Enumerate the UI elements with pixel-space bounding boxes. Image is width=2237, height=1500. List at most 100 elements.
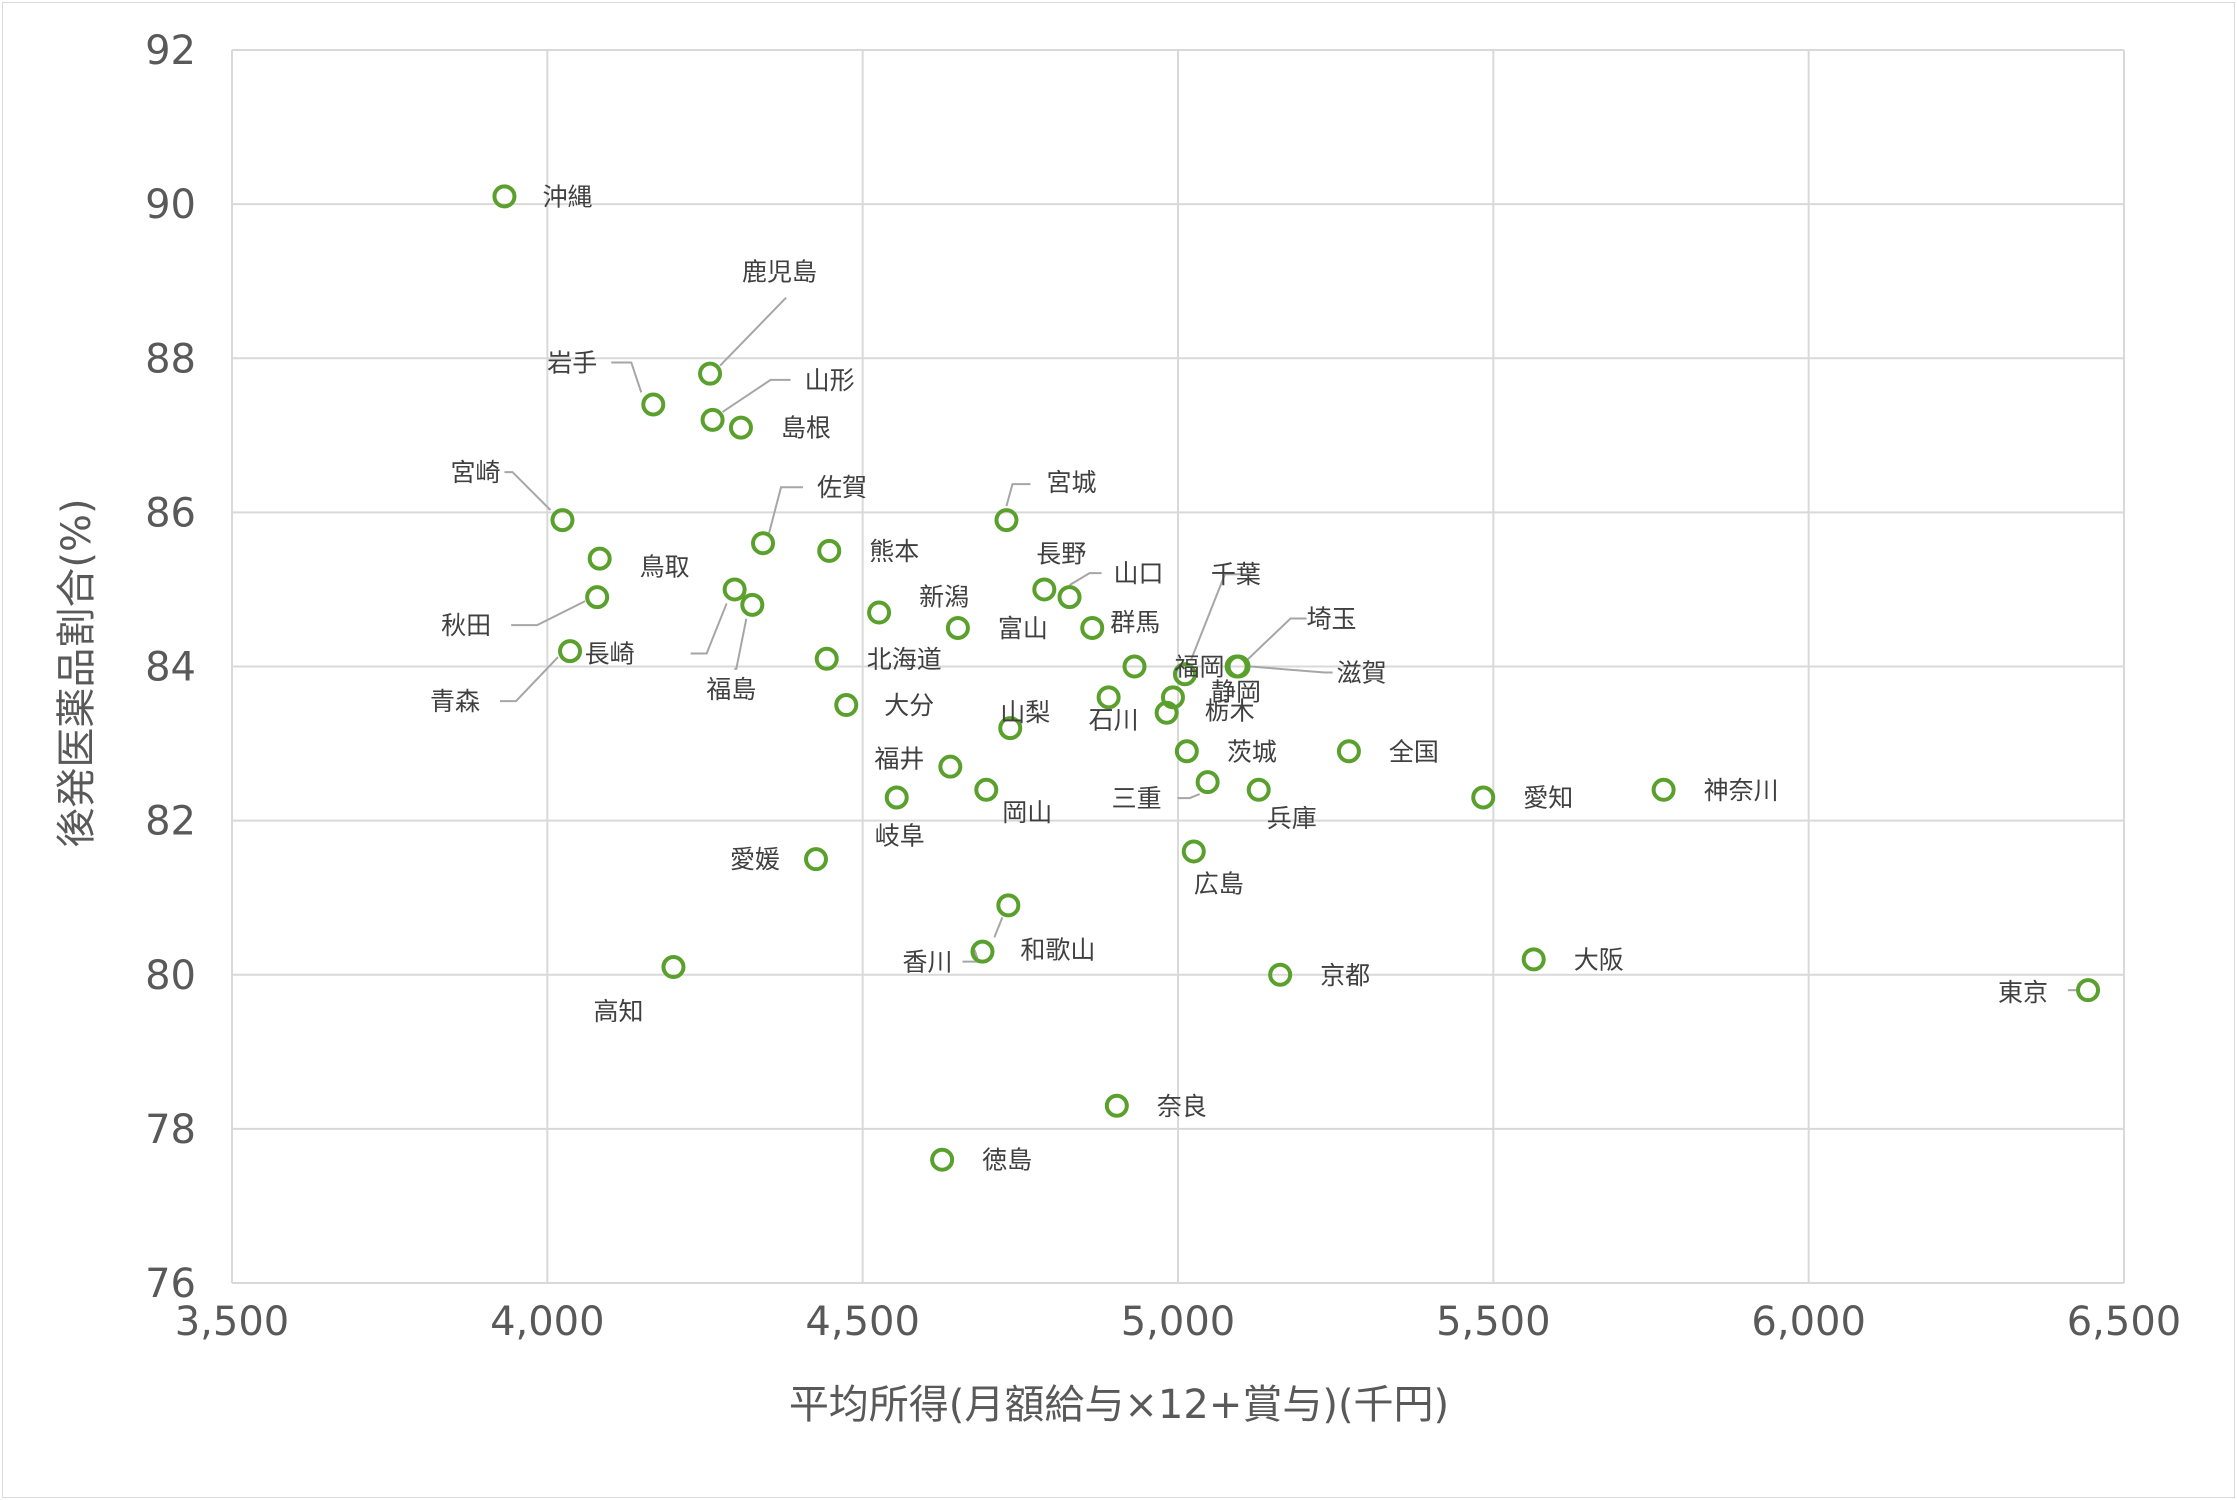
data-label: 岩手 <box>547 348 597 377</box>
leader-line <box>1190 573 1251 661</box>
data-label: 宮城 <box>1046 468 1096 497</box>
leader-line <box>1245 617 1307 662</box>
leader-line <box>768 486 804 534</box>
label-leader-lines <box>500 296 2079 992</box>
x-tick-label: 6,500 <box>2067 1299 2182 1345</box>
leader-line <box>1069 572 1102 587</box>
data-label: 奈良 <box>1157 1092 1207 1121</box>
data-label: 山口 <box>1114 559 1164 588</box>
data-point <box>550 508 575 533</box>
data-point <box>492 184 517 209</box>
data-point <box>1154 700 1179 725</box>
leader-line <box>611 361 643 393</box>
data-point <box>1080 615 1105 640</box>
data-point <box>558 639 583 664</box>
y-tick-label: 76 <box>145 1261 196 1307</box>
data-label: 北海道 <box>867 645 942 674</box>
data-point <box>994 508 1019 533</box>
data-point <box>814 646 839 671</box>
data-point <box>834 693 859 718</box>
data-label: 福岡 <box>1174 653 1224 682</box>
data-point <box>1224 654 1249 679</box>
leader-line <box>734 618 748 670</box>
data-label: 岡山 <box>1002 798 1052 827</box>
data-label: 長崎 <box>585 639 635 668</box>
data-point <box>722 577 747 602</box>
data-point <box>1057 585 1082 610</box>
data-point <box>1032 577 1057 602</box>
data-point <box>585 585 610 610</box>
data-label: 徳島 <box>982 1146 1032 1175</box>
data-label: 高知 <box>593 997 643 1026</box>
axis-ticks: 3,500 4,000 4,500 5,000 5,500 6,000 6,500 76 78 8… <box>145 28 2181 1345</box>
y-tick-label: 78 <box>145 1107 196 1153</box>
y-tick-label: 80 <box>145 953 196 999</box>
data-label: 京都 <box>1320 961 1370 990</box>
data-label: 鹿児島 <box>742 258 817 287</box>
data-point <box>998 716 1023 741</box>
data-label: 青森 <box>430 687 480 716</box>
leader-line <box>500 656 559 703</box>
data-label: 鳥取 <box>640 553 690 582</box>
data-point <box>1172 662 1197 687</box>
y-tick-label: 86 <box>145 490 196 536</box>
x-tick-label: 4,500 <box>805 1299 920 1345</box>
data-label: 滋賀 <box>1337 659 1387 688</box>
data-label: 大阪 <box>1574 945 1624 974</box>
y-tick-label: 82 <box>145 799 196 845</box>
data-point <box>641 392 666 417</box>
data-point <box>1174 739 1199 764</box>
data-label: 沖縄 <box>542 182 592 211</box>
data-label: 福島 <box>706 675 756 704</box>
data-label: 石川 <box>1089 705 1139 734</box>
data-label: 大分 <box>884 691 934 720</box>
data-point <box>728 415 753 440</box>
data-label: 宮崎 <box>450 458 500 487</box>
data-point <box>1471 785 1496 810</box>
data-point <box>970 939 995 964</box>
data-point <box>867 600 892 625</box>
gridlines <box>231 49 2125 1284</box>
data-label: 和歌山 <box>1020 935 1095 964</box>
data-label: 東京 <box>1998 978 2048 1007</box>
data-label: 千葉 <box>1211 560 1261 589</box>
leader-line <box>504 471 552 511</box>
data-point <box>1651 777 1676 802</box>
data-label: 栃木 <box>1205 697 1255 726</box>
data-point <box>1268 962 1293 987</box>
data-label: 長野 <box>1036 539 1086 568</box>
y-tick-label: 92 <box>145 28 196 74</box>
x-tick-label: 5,500 <box>1436 1299 1551 1345</box>
data-point <box>698 361 723 386</box>
leader-line <box>1250 665 1333 674</box>
data-label: 島根 <box>781 414 831 443</box>
data-point <box>1096 685 1121 710</box>
data-label: 兵庫 <box>1267 804 1317 833</box>
data-label: 愛媛 <box>730 845 780 874</box>
data-label: 熊本 <box>869 537 919 566</box>
leader-line <box>719 296 787 367</box>
leader-line <box>1005 483 1031 507</box>
data-label: 富山 <box>998 614 1048 643</box>
data-point <box>740 592 765 617</box>
data-points <box>492 184 2101 1172</box>
data-point <box>996 893 1021 918</box>
x-tick-label: 5,000 <box>1121 1299 1236 1345</box>
data-label: 佐賀 <box>817 473 867 502</box>
data-point <box>587 546 612 571</box>
data-point <box>1246 777 1271 802</box>
leader-line <box>511 600 586 627</box>
y-tick-label: 84 <box>145 645 196 691</box>
data-point <box>938 754 963 779</box>
data-point <box>945 615 970 640</box>
data-point <box>930 1147 955 1172</box>
data-point <box>751 531 776 556</box>
data-label: 愛知 <box>1523 784 1573 813</box>
data-label: 全国 <box>1389 737 1439 766</box>
data-label: 山梨 <box>1000 698 1050 727</box>
leader-line <box>690 603 728 655</box>
data-label: 静岡 <box>1211 677 1261 706</box>
leader-line <box>1177 793 1201 800</box>
data-label: 茨城 <box>1227 737 1277 766</box>
